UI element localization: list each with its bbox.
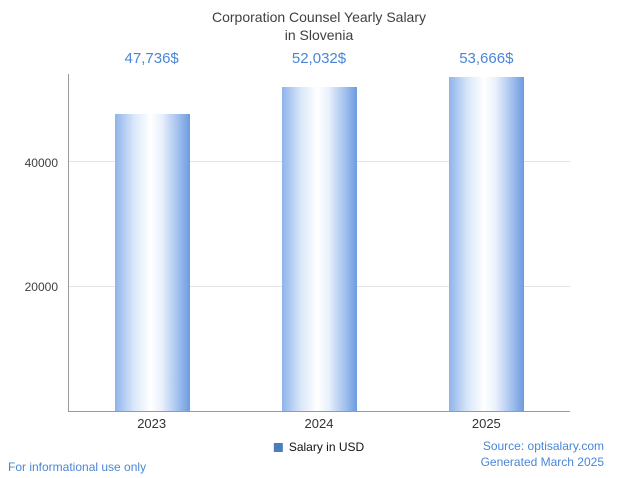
legend-swatch-icon — [273, 442, 283, 452]
x-label-2024: 2024 — [304, 416, 334, 431]
bar-slot-2024 — [236, 74, 403, 411]
x-label-2023: 2023 — [137, 416, 167, 431]
bar-2024 — [282, 87, 357, 411]
bar-value-label-2024: 52,032$ — [291, 50, 347, 67]
generated-text: Generated March 2025 — [480, 455, 604, 469]
legend-label: Salary in USD — [288, 440, 365, 454]
x-axis-labels: 2023 2024 2025 — [68, 416, 570, 434]
y-axis-gutter: 20000 40000 — [0, 74, 68, 412]
source-block: Source: optisalary.com Generated March 2… — [481, 438, 604, 470]
chart-footer: Salary in USD For informational use only… — [0, 438, 638, 478]
bars-container — [69, 74, 570, 411]
bar-value-label-2025: 53,666$ — [459, 50, 514, 67]
plot-wrapper: 20000 40000 — [0, 74, 638, 412]
chart-title: Corporation Counsel Yearly Salary in Slo… — [0, 0, 638, 44]
y-tick-40000: 40000 — [24, 155, 58, 170]
bar-value-label-2023: 47,736$ — [124, 50, 179, 67]
source-text: Source: optisalary.com — [482, 439, 604, 453]
chart-title-line1: Corporation Counsel Yearly Salary — [211, 9, 426, 25]
plot-area — [68, 74, 570, 412]
bar-2025 — [449, 77, 524, 411]
bar-value-labels-row: 47,736$ 52,032$ 53,666$ — [68, 50, 570, 72]
bar-slot-2025 — [403, 74, 570, 411]
disclaimer-text: For informational use only — [8, 460, 147, 474]
legend: Salary in USD — [273, 440, 365, 454]
bar-2023 — [115, 114, 190, 411]
bar-slot-2023 — [69, 74, 236, 411]
y-tick-20000: 20000 — [24, 280, 58, 295]
x-label-2025: 2025 — [471, 416, 501, 431]
chart-title-line2: in Slovenia — [284, 27, 354, 43]
